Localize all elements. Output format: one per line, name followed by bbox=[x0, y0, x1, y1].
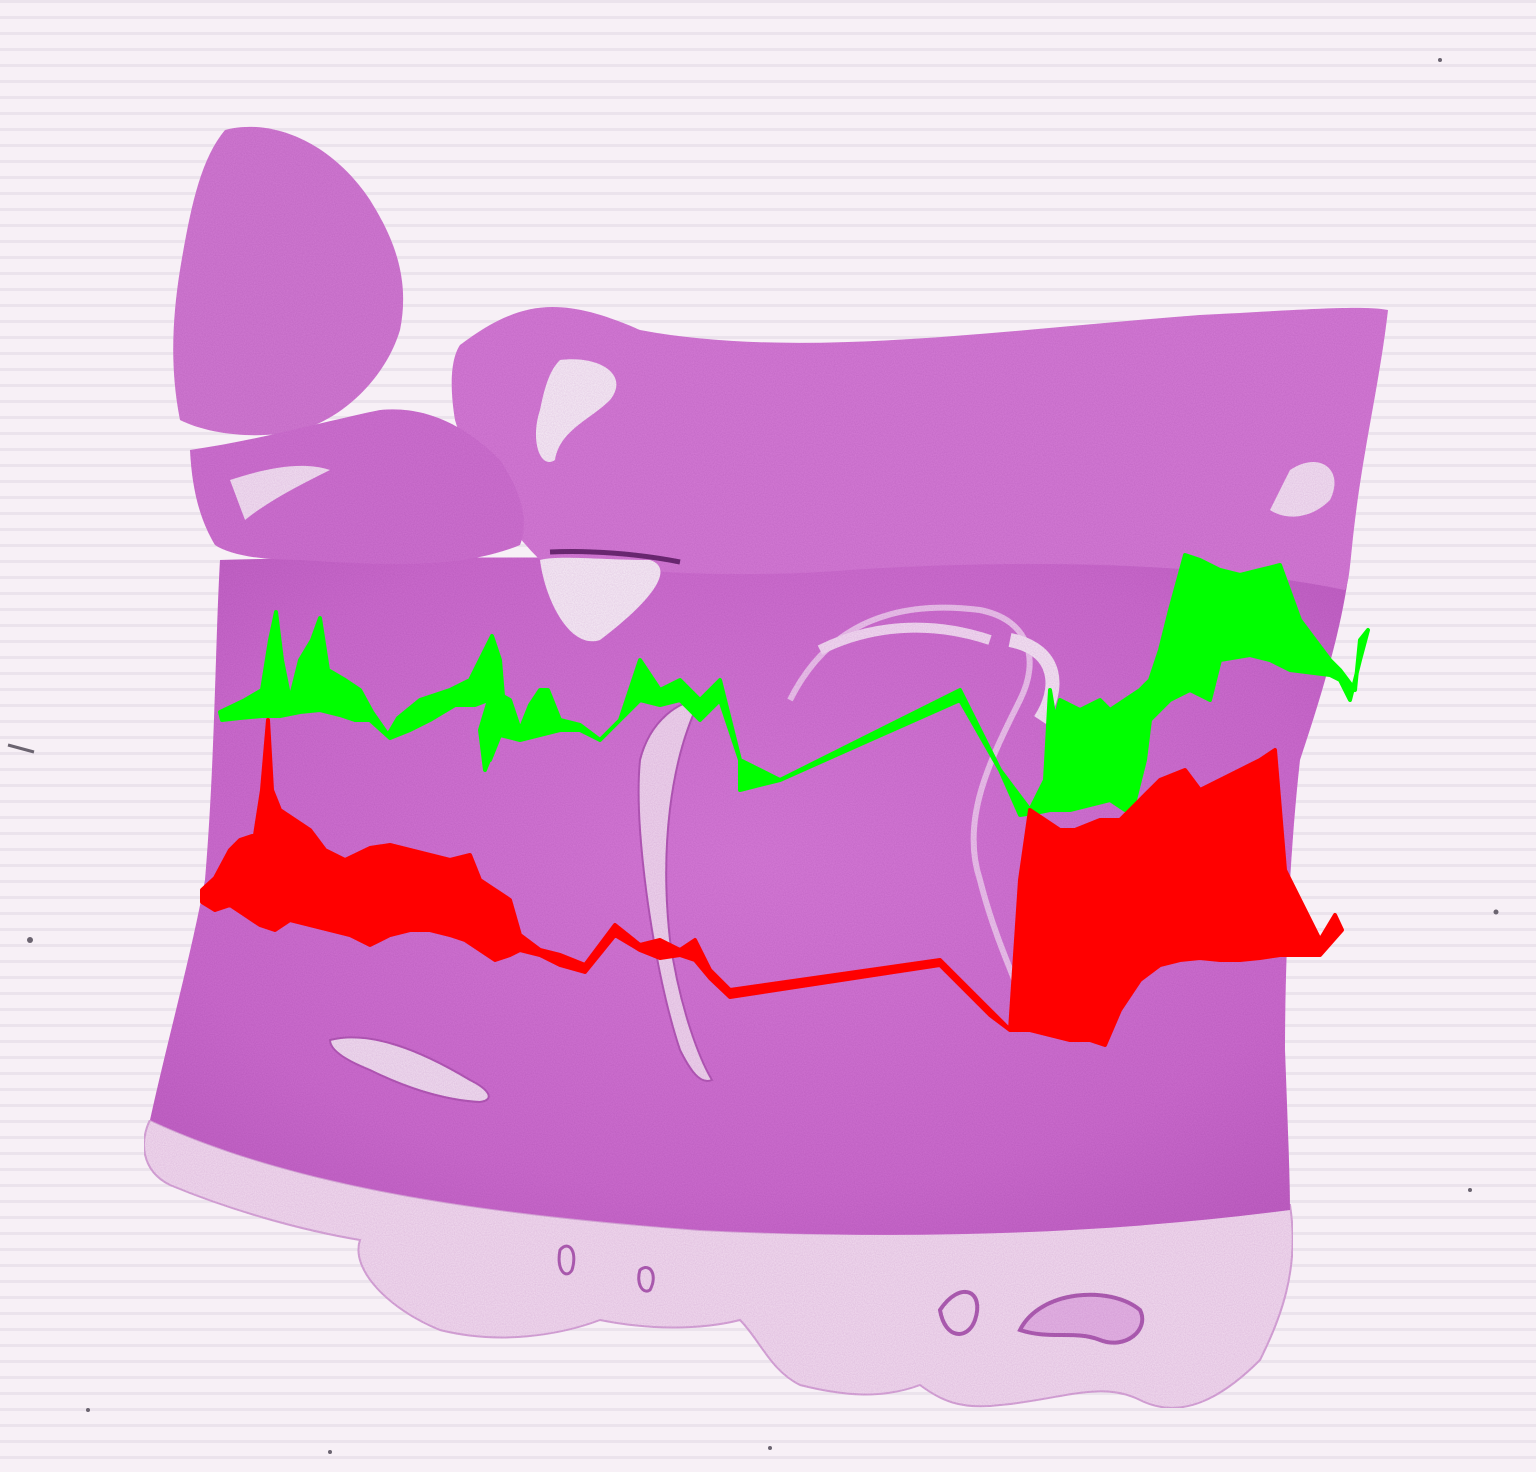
dust-specks bbox=[7, 58, 1499, 1454]
upper-boundary-trace bbox=[218, 553, 1370, 817]
lower-boundary-trace bbox=[200, 718, 1344, 1047]
